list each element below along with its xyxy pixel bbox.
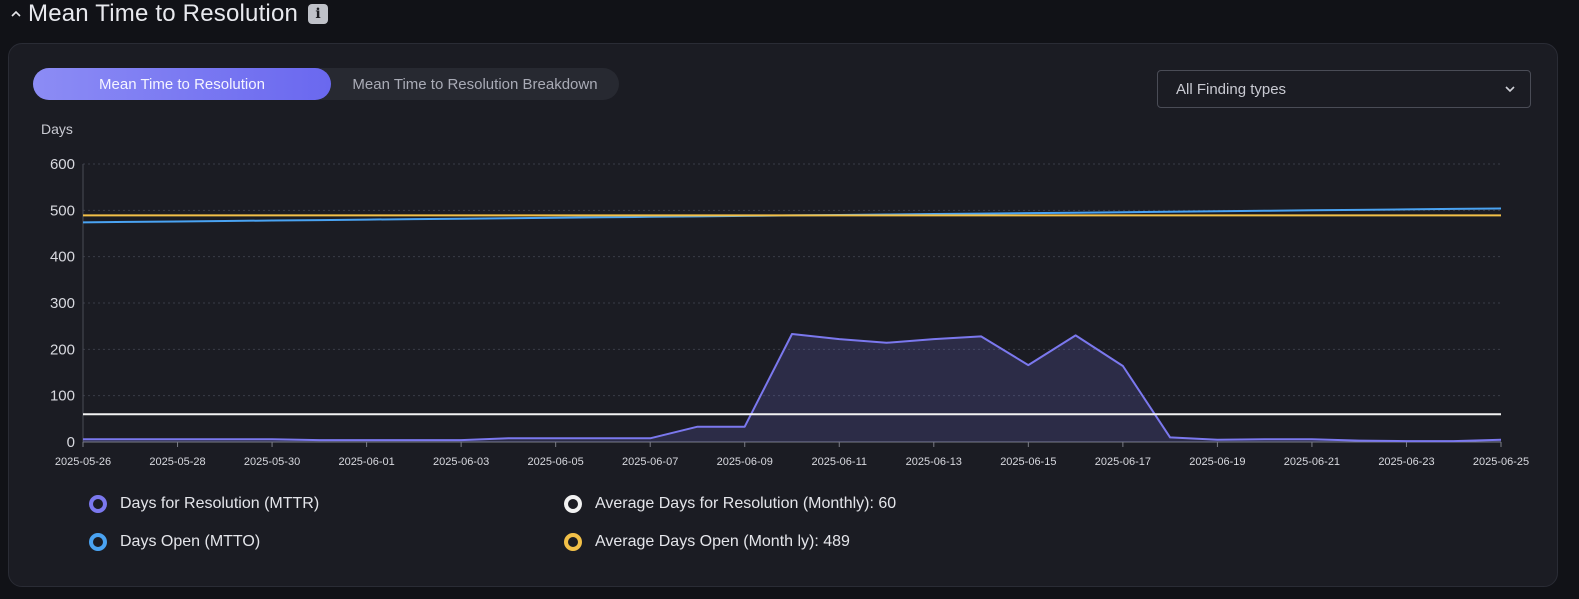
x-tick-label: 2025-06-03 <box>433 456 489 468</box>
y-axis-title: Days <box>41 121 73 137</box>
legend-item-avg-mtto[interactable]: Average Days Open (Month ly): 489 <box>564 533 850 551</box>
view-toggle: Mean Time to Resolution Mean Time to Res… <box>33 68 619 100</box>
x-tick-label: 2025-06-05 <box>528 456 584 468</box>
x-tick-label: 2025-06-23 <box>1378 456 1434 468</box>
chevron-down-icon <box>1505 86 1515 93</box>
chevron-up-icon[interactable] <box>10 8 22 20</box>
x-tick-label: 2025-06-07 <box>622 456 678 468</box>
legend-label-avg-mttr: Average Days for Resolution (Monthly): 6… <box>595 495 897 512</box>
info-icon[interactable]: i <box>308 4 329 24</box>
y-tick-label: 100 <box>50 388 75 405</box>
finding-type-select[interactable]: All Finding types <box>1157 70 1531 108</box>
x-tick-label: 2025-06-01 <box>338 456 394 468</box>
tab-mean-time-to-resolution-breakdown[interactable]: Mean Time to Resolution Breakdown <box>352 75 598 93</box>
y-tick-label: 0 <box>67 434 75 451</box>
x-tick-label: 2025-06-09 <box>717 456 773 468</box>
legend-marker-mtto <box>89 533 107 551</box>
legend-item-mtto[interactable]: Days Open (MTTO) <box>89 533 260 551</box>
x-tick-label: 2025-06-19 <box>1189 456 1245 468</box>
series-area-mttr <box>83 334 1501 442</box>
chart-card: Mean Time to Resolution Mean Time to Res… <box>8 43 1558 587</box>
y-tick-label: 200 <box>50 341 75 358</box>
legend-marker-avg-mtto <box>564 533 582 551</box>
series-line-mttr <box>83 333 1502 443</box>
page-title: Mean Time to Resolution <box>28 0 299 27</box>
x-tick-label: 2025-06-21 <box>1284 456 1340 468</box>
legend-label-avg-mtto: Average Days Open (Month ly): 489 <box>595 533 850 550</box>
tab-mean-time-to-resolution[interactable]: Mean Time to Resolution <box>33 68 331 100</box>
line-chart: Days 600 500 400 300 200 100 0 2025-05-26 2025-05… <box>41 121 1529 468</box>
x-tick-label: 2025-05-30 <box>244 456 300 468</box>
section-header: Mean Time to Resolution i <box>10 0 329 28</box>
y-tick-label: 600 <box>50 156 75 173</box>
x-tick-label: 2025-06-25 <box>1473 456 1529 468</box>
legend-label-mttr: Days for Resolution (MTTR) <box>120 495 320 512</box>
x-tick-label: 2025-06-13 <box>906 456 962 468</box>
legend-item-avg-mttr[interactable]: Average Days for Resolution (Monthly): 6… <box>564 495 896 513</box>
y-tick-label: 500 <box>50 202 75 219</box>
y-tick-label: 400 <box>50 249 75 266</box>
x-tick-label: 2025-06-17 <box>1095 456 1151 468</box>
legend-marker-avg-mttr <box>564 495 582 513</box>
finding-type-value: All Finding types <box>1176 80 1287 98</box>
legend-label-mtto: Days Open (MTTO) <box>120 533 261 550</box>
x-tick-label: 2025-05-26 <box>55 456 111 468</box>
y-tick-label: 300 <box>50 295 75 312</box>
legend-item-mttr[interactable]: Days for Resolution (MTTR) <box>89 495 319 513</box>
x-tick-label: 2025-05-28 <box>149 456 205 468</box>
x-tick-label: 2025-06-11 <box>812 456 867 468</box>
legend-marker-mttr <box>89 495 107 513</box>
x-tick-label: 2025-06-15 <box>1000 456 1056 468</box>
